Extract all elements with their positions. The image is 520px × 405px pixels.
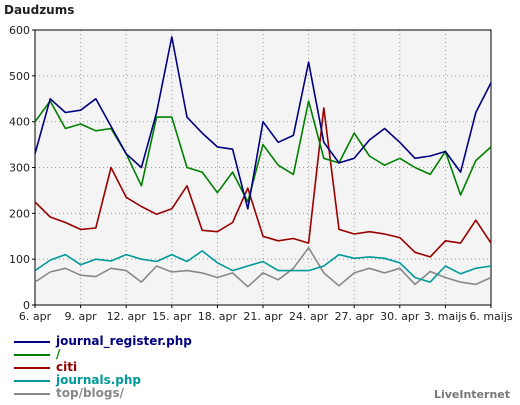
x-tick-label: 27. apr xyxy=(335,310,375,323)
x-tick-label: 21. apr xyxy=(243,310,283,323)
x-tick-label: 3. maijs xyxy=(424,310,468,323)
x-tick-label: 12. apr xyxy=(107,310,147,323)
chart-title: Daudzums xyxy=(4,3,74,17)
brand-logo: LiveInternet xyxy=(433,388,510,401)
y-tick-label: 400 xyxy=(9,116,30,129)
series-line xyxy=(34,246,492,288)
y-tick-label: 100 xyxy=(9,253,30,266)
y-tick-label: 0 xyxy=(23,299,30,312)
y-tick-label: 200 xyxy=(9,207,30,220)
x-tick-label: 18. apr xyxy=(198,310,238,323)
x-tick-label: 15. apr xyxy=(152,310,192,323)
legend-label: journals.php xyxy=(56,373,141,387)
legend-label: journal_register.php xyxy=(56,334,192,348)
y-tick-label: 600 xyxy=(9,24,30,37)
legend-label: top/blogs/ xyxy=(56,386,125,400)
x-tick-label: 6. maijs xyxy=(469,310,513,323)
legend-swatch xyxy=(14,367,50,369)
legend-swatch xyxy=(14,380,50,382)
legend-label: citi xyxy=(56,360,78,374)
y-tick-label: 300 xyxy=(9,162,30,175)
x-tick-label: 30. apr xyxy=(380,310,420,323)
x-tick-label: 9. apr xyxy=(64,310,97,323)
legend-swatch xyxy=(14,341,50,343)
legend-swatch xyxy=(14,354,50,356)
x-tick-label: 6. apr xyxy=(19,310,52,323)
series-line xyxy=(34,107,492,258)
legend-label: / xyxy=(56,347,61,361)
series-line xyxy=(34,36,492,210)
series-line xyxy=(34,100,492,203)
series-line xyxy=(34,250,492,283)
legend-swatch xyxy=(14,393,50,395)
x-tick-label: 24. apr xyxy=(289,310,329,323)
y-tick-label: 500 xyxy=(9,70,30,83)
